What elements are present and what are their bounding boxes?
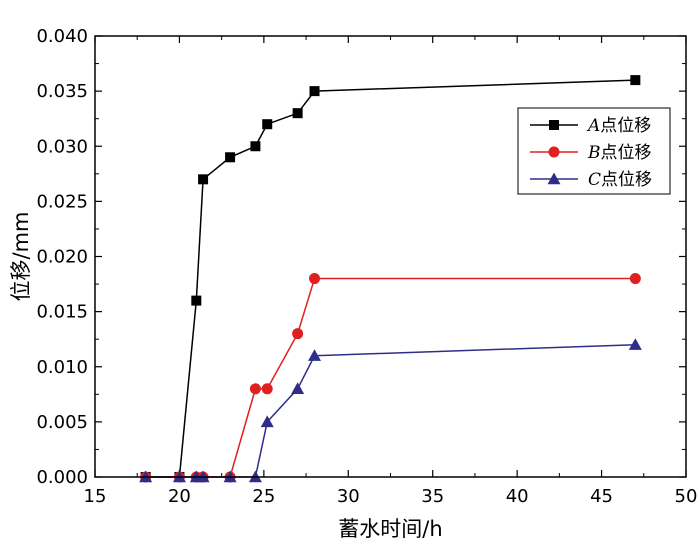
legend-label-letter: B [587,143,601,163]
series-c-point [291,382,305,394]
legend-label-rest: 点位移 [600,116,651,136]
y-tick-label: 0.030 [36,136,88,157]
x-tick-label: 35 [421,486,444,507]
legend-marker [547,172,561,185]
series-c-group [139,338,642,483]
series-b-point [292,328,304,340]
legend-marker [548,146,560,158]
series-a-point [630,75,641,86]
legend-label-rest: 点位移 [601,170,652,190]
series-a-point [309,86,320,97]
series-a-point [250,141,261,152]
series-b-point [309,273,321,285]
legend-label-letter: A [586,116,600,136]
series-b-group [140,273,641,483]
legend-label-rest: 点位移 [601,143,652,163]
axis-ticks [94,35,687,478]
series-b-point [249,383,261,395]
y-tick-label: 0.025 [36,191,88,212]
y-tick-label: 0.040 [36,26,88,47]
legend-label: A点位移 [586,116,651,136]
y-axis-title: 位移/mm [9,212,33,302]
legend-label: B点位移 [587,143,652,163]
x-tick-label: 30 [337,486,360,507]
series-b-line [145,277,636,478]
series-a-point [198,174,209,185]
y-tick-label: 0.000 [36,467,88,488]
y-tick-labels: 0.000 0.005 0.010 0.015 0.020 0.025 0.030 0.035… [36,26,88,488]
x-tick-label: 25 [252,486,275,507]
series-b-point [261,383,273,395]
series-a-point [225,152,236,163]
x-tick-label: 50 [675,486,698,507]
legend-label: C点位移 [588,170,652,190]
plot-frame [94,35,687,478]
series-c-point [308,349,322,361]
y-tick-label: 0.015 [36,302,88,323]
x-tick-label: 15 [84,486,107,507]
series-a-point [262,119,273,130]
series-a-point [191,295,202,306]
series-c-point [260,415,274,428]
series-a-line [145,79,636,478]
y-tick-label: 0.020 [36,247,88,268]
x-tick-labels: 15 20 25 30 35 40 45 50 [84,486,698,507]
x-tick-label: 45 [590,486,613,507]
x-axis-title: 蓄水时间/h [338,517,442,541]
y-tick-label: 0.005 [36,412,88,433]
series-c-line [145,343,636,478]
series-c-point [628,338,642,350]
legend-marker [549,120,559,130]
series-a-point [292,108,303,119]
series-b-point [629,273,641,285]
y-tick-label: 0.010 [36,357,88,378]
x-tick-label: 40 [506,486,529,507]
legend-label-letter: C [588,170,601,190]
x-tick-label: 20 [168,486,191,507]
y-tick-label: 0.035 [36,81,88,102]
